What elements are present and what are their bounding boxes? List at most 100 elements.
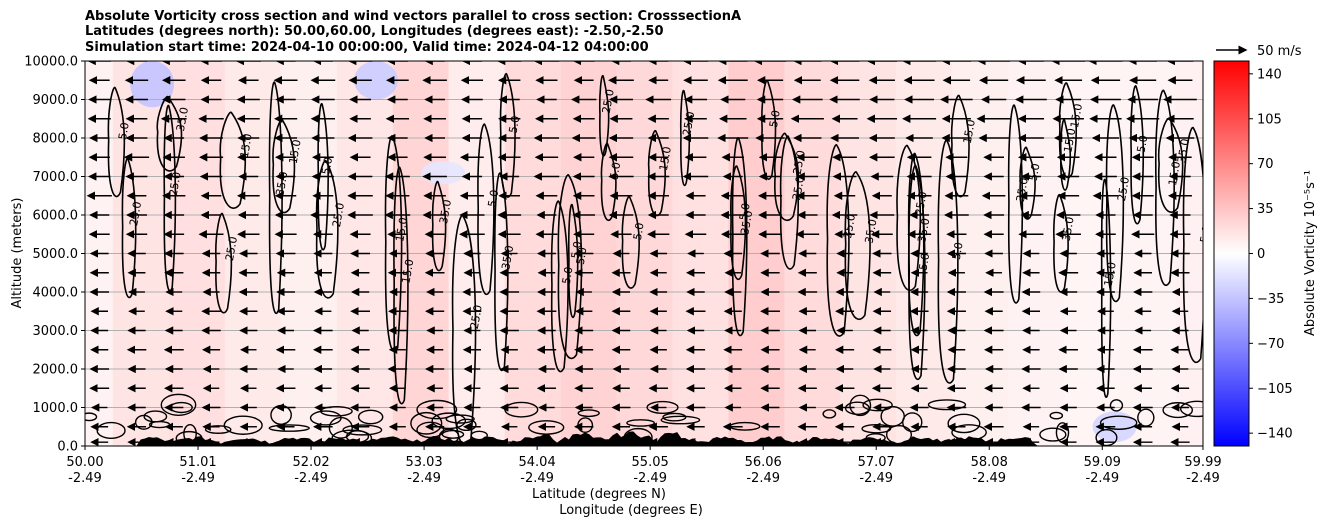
contour-line [441, 429, 465, 439]
contour-label: 35.0 [915, 217, 932, 243]
contour-line [215, 212, 233, 314]
contour-label: 25.0 [680, 110, 697, 136]
x-tick-label-lat: 59.99 [1184, 455, 1221, 470]
contour-line [826, 144, 850, 337]
contour-line [550, 200, 569, 373]
contour-label: 5.0 [569, 240, 585, 259]
contour-line [1154, 89, 1175, 286]
x-tick-label-lon: -2.49 [181, 471, 215, 486]
x-tick-label-lon: -2.49 [68, 471, 102, 486]
colorbar-gradient [1213, 60, 1250, 447]
contour-line [1109, 399, 1124, 412]
x-tick-label-lat: 50.00 [66, 455, 103, 470]
x-tick-label-lat: 56.06 [745, 455, 782, 470]
colorbar-ticks: 140 105 70 35 0 −35 −70 −105 −140 [1249, 67, 1293, 442]
colorbar: 140 105 70 35 0 −35 −70 −105 −140 Absolute Vorti… [1213, 60, 1318, 447]
x-tick-label-lat: 57.07 [858, 455, 895, 470]
contour-label: 35.0 [738, 209, 755, 235]
contour-line [1059, 118, 1072, 191]
contour-line [160, 393, 197, 416]
plot-area: 5.0 25.0 25.0 35.0 25.0 15.0 15.0 35.0 25.0 5.0 15… [84, 60, 1214, 447]
contour-label: 5.0 [917, 252, 933, 271]
contour-line [662, 412, 687, 422]
contour-line [268, 424, 310, 432]
contour-line [410, 411, 443, 435]
contour-labels: 5.0 25.0 25.0 35.0 25.0 15.0 15.0 35.0 25.0 5.0 15… [116, 88, 1214, 330]
contour-line [342, 424, 383, 436]
y-tick-label: 10000.0 [24, 55, 78, 70]
contour-label: 25.0 [127, 201, 144, 227]
x-tick-label-lon: -2.49 [294, 471, 328, 486]
contour-line [1100, 178, 1112, 398]
contour-line [1179, 400, 1203, 418]
contour-label: 15.0 [1061, 127, 1078, 153]
contour-line [431, 412, 467, 430]
x-tick-label-lat: 54.04 [519, 455, 556, 470]
colorbar-tick-label: 105 [1257, 112, 1282, 127]
y-tick-label: 8000.0 [33, 132, 79, 147]
contour-label: 5.0 [767, 109, 783, 128]
contour-line [600, 142, 617, 222]
contour-label: 5.0 [507, 115, 523, 134]
contour-label: 15.0 [657, 145, 674, 171]
contour-label: 5.0 [737, 202, 753, 221]
contour-label: 25.0 [1115, 176, 1132, 202]
contour-line [577, 409, 600, 418]
y-tick-label: 9000.0 [33, 93, 79, 108]
contour-label: 35.0 [499, 244, 516, 270]
contour-label: 15.0 [1102, 261, 1119, 287]
colorbar-tick-label: −105 [1257, 382, 1293, 397]
contour-label: 5.0 [1027, 162, 1043, 181]
contour-line [1007, 104, 1024, 304]
x-tick-label-lon: -2.49 [746, 471, 780, 486]
contour-label: 15.0 [393, 216, 410, 242]
x-tick-label-lon: -2.49 [520, 471, 554, 486]
wind-vectors [86, 61, 1197, 446]
contour-line [950, 94, 970, 198]
contour-label: 35.0 [1175, 138, 1192, 164]
contour-label: 25.0 [167, 171, 184, 197]
x-axis-label-latitude: Latitude (degrees N) [532, 487, 666, 502]
negative-vorticity-patch [353, 61, 398, 100]
contour-line [317, 102, 329, 251]
contour-label: 15.0 [961, 118, 978, 144]
contour-line [1157, 117, 1184, 213]
x-tick-label-lat: 55.05 [632, 455, 669, 470]
chart-title-line-2: Latitudes (degrees north): 50.00,60.00, … [85, 24, 664, 39]
contour-label: 5.0 [607, 161, 623, 180]
contour-line [223, 415, 263, 435]
contour-line [1162, 402, 1194, 419]
contour-line [660, 415, 701, 425]
contour-label: 15.0 [238, 133, 255, 159]
colorbar-tick-label: −140 [1257, 427, 1293, 442]
quiver-key-label: 50 m/s [1257, 44, 1302, 59]
contour-label: 5.0 [1135, 134, 1151, 153]
y-tick-label: 2000.0 [33, 363, 79, 378]
contour-line [621, 195, 640, 289]
contour-line [844, 171, 871, 320]
contour-line [774, 132, 800, 222]
x-tick-label-lon: -2.49 [859, 471, 893, 486]
contour-line [268, 81, 283, 315]
contour-label: 5.0 [486, 189, 502, 208]
contour-label: 5.0 [560, 266, 576, 285]
y-axis-label: Altitude (meters) [10, 198, 25, 309]
contour-label: 35.0 [1014, 177, 1031, 203]
contour-line [393, 166, 409, 405]
contour-line [730, 165, 747, 281]
contour-line [849, 394, 872, 417]
contour-line [357, 409, 384, 425]
contour-label: 5.0 [1198, 225, 1214, 244]
contour-line [557, 174, 583, 360]
contour-line [85, 412, 98, 422]
y-tick-label: 4000.0 [33, 286, 79, 301]
contour-line [731, 137, 748, 337]
x-tick-label-lon: -2.49 [633, 471, 667, 486]
contour-label: 35.0 [1060, 216, 1077, 242]
colorbar-tick-label: 35 [1257, 202, 1274, 217]
negative-vorticity-patch [130, 61, 175, 108]
contour-line [477, 123, 495, 296]
y-tick-label: 3000.0 [33, 324, 79, 339]
contour-line [598, 74, 610, 157]
contour-label: 5.0 [631, 222, 647, 241]
